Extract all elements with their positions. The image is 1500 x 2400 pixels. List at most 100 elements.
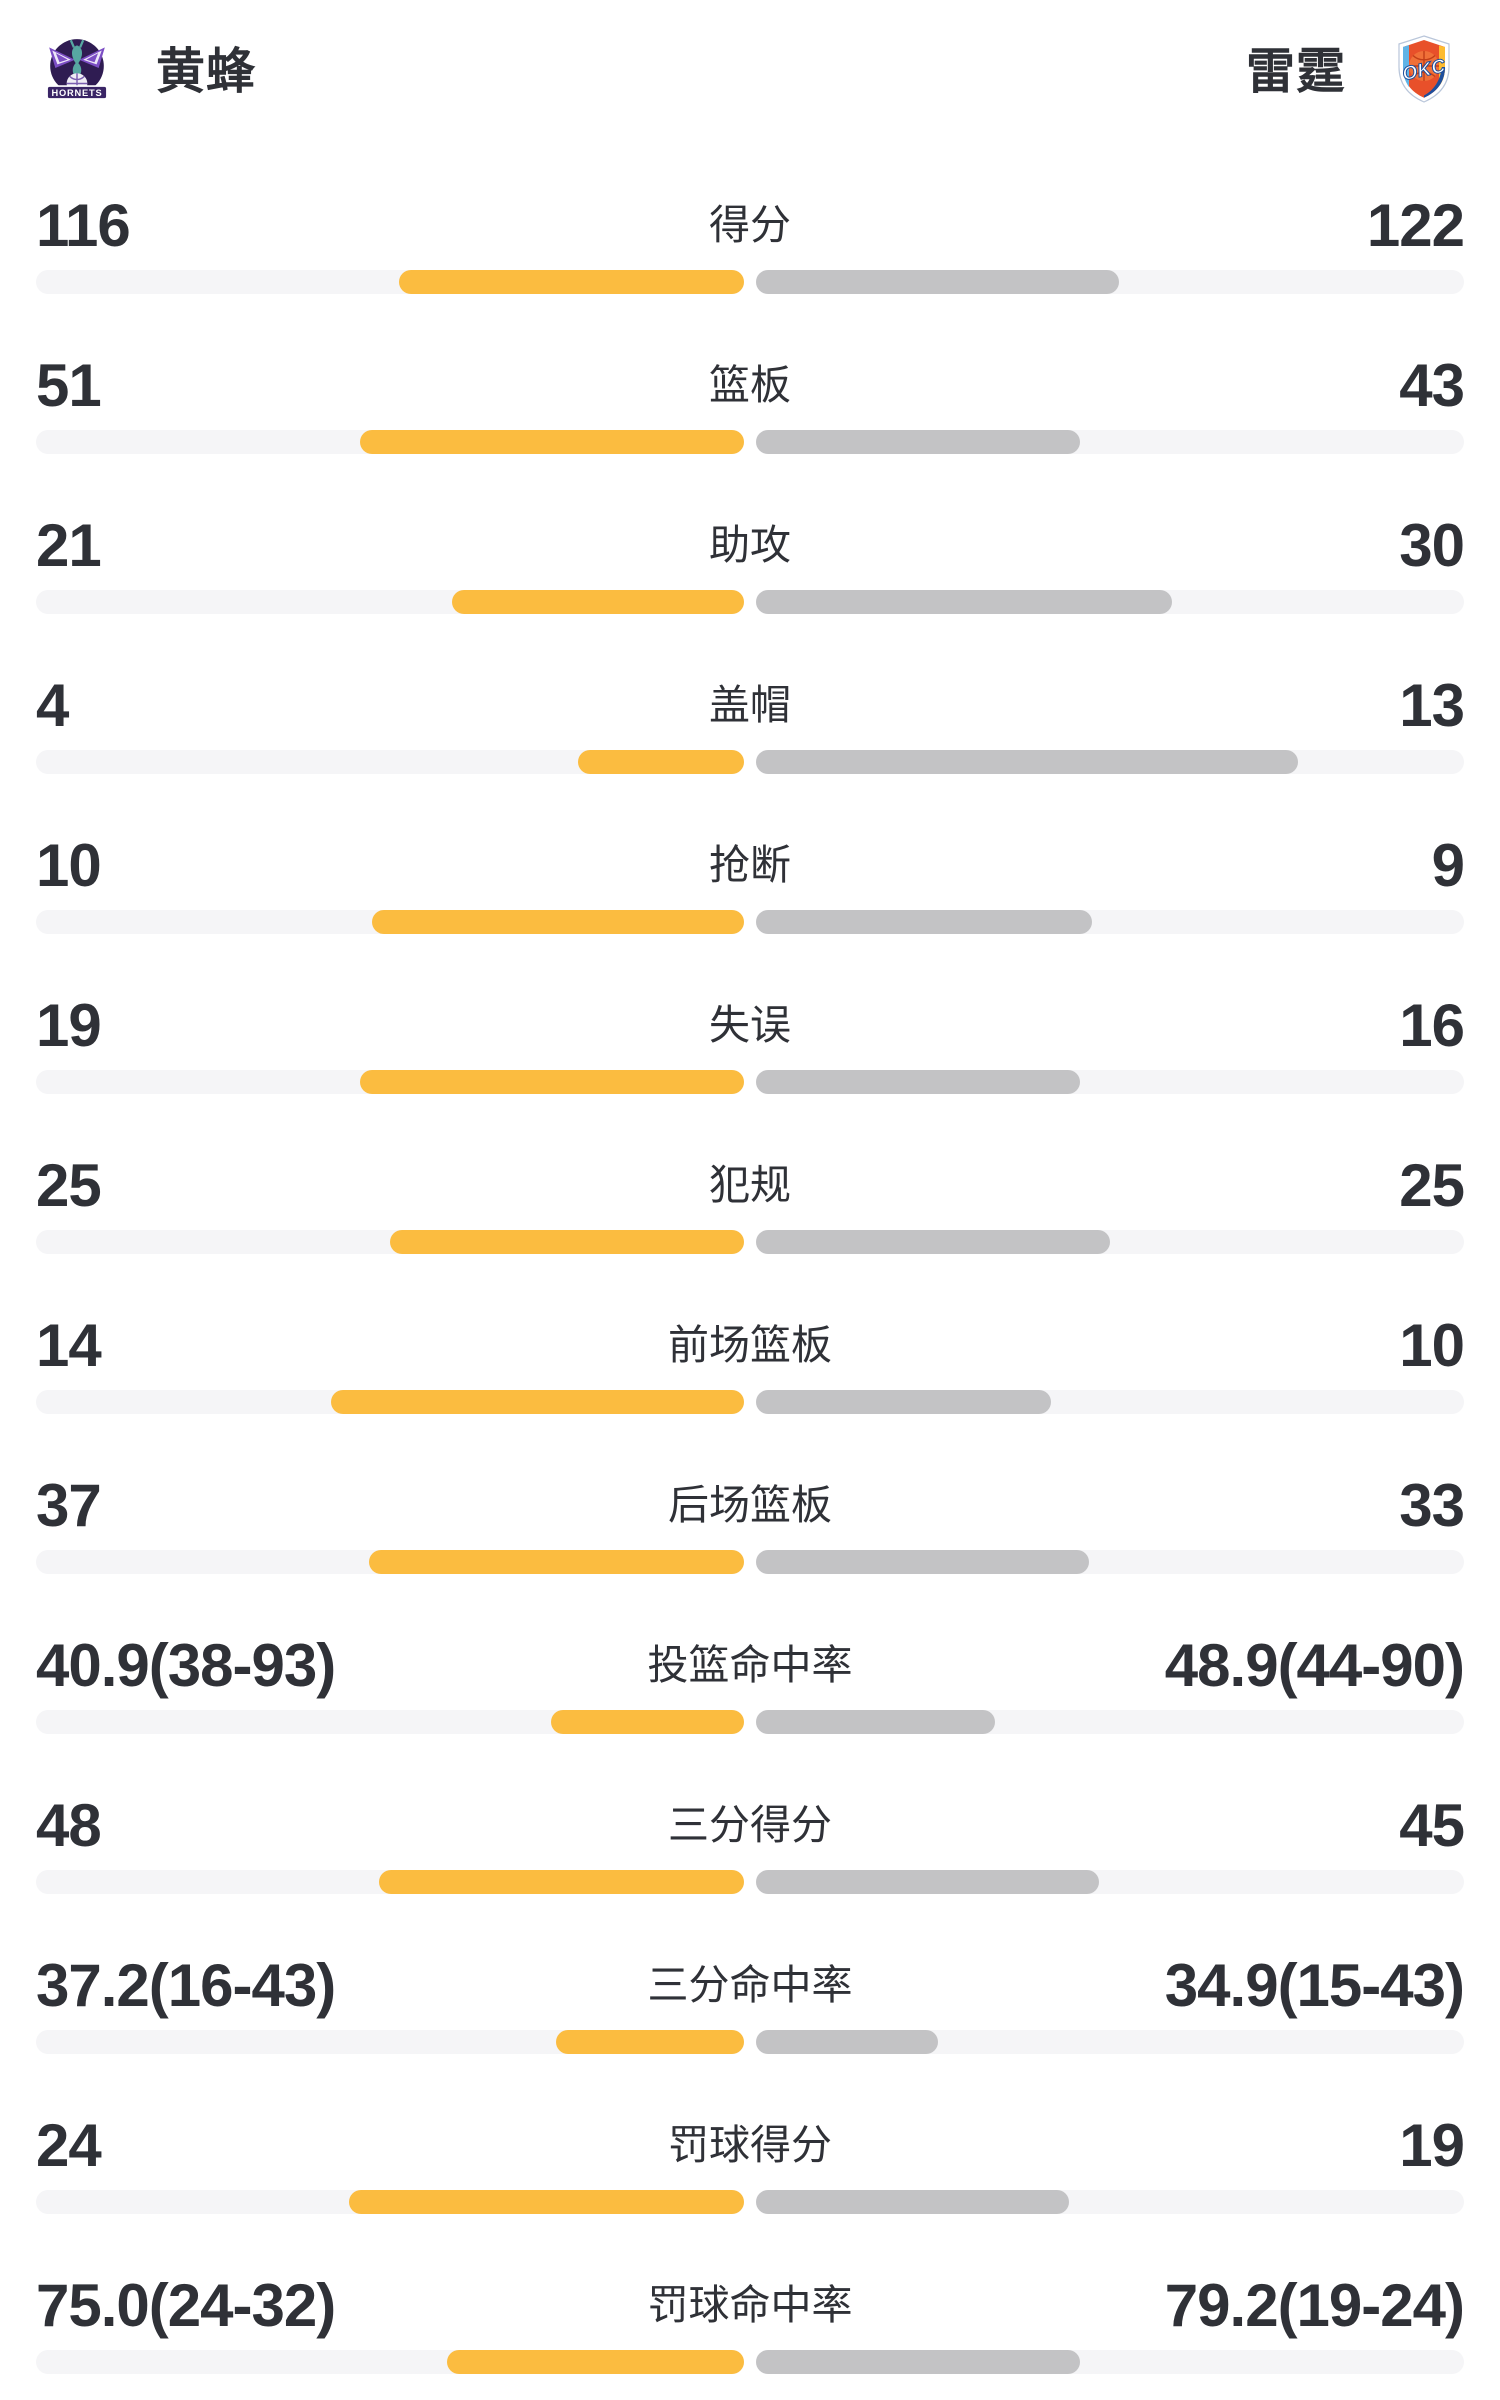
- stat-values-line: 25 犯规 25: [36, 1152, 1465, 1220]
- stat-values-line: 24 罚球得分 19: [36, 2112, 1465, 2180]
- stat-label: 罚球命中率: [647, 2282, 853, 2328]
- home-value: 37.2(16-43): [36, 1952, 336, 2019]
- stat-values-line: 10 抢断 9: [36, 832, 1465, 900]
- away-bar-fill: [756, 1550, 1090, 1574]
- home-bar-fill: [348, 2190, 744, 2214]
- stat-label: 后场篮板: [668, 1482, 832, 1528]
- stat-label: 盖帽: [709, 682, 791, 728]
- stat-bar: [36, 1710, 1464, 1734]
- home-value: 25: [36, 1152, 102, 1219]
- away-team: 雷霆 OKC: [1246, 30, 1456, 104]
- stat-label: 助攻: [709, 522, 791, 568]
- away-bar-fill: [756, 2190, 1069, 2214]
- away-bar-fill: [756, 1230, 1110, 1254]
- stat-row: 10 抢断 9: [36, 832, 1465, 934]
- away-value: 10: [1399, 1312, 1465, 1379]
- home-value: 51: [36, 352, 102, 419]
- away-bar-track: [756, 1390, 1464, 1414]
- stat-values-line: 75.0(24-32) 罚球命中率 79.2(19-24): [36, 2272, 1465, 2340]
- home-value: 4: [36, 672, 69, 739]
- away-bar-track: [756, 270, 1464, 294]
- away-value: 19: [1399, 2112, 1465, 2179]
- home-value: 75.0(24-32): [36, 2272, 336, 2339]
- stat-label: 犯规: [709, 1162, 791, 1208]
- home-value: 48: [36, 1792, 102, 1859]
- stat-bar: [36, 1390, 1464, 1414]
- stat-row: 19 失误 16: [36, 992, 1465, 1094]
- stat-values-line: 19 失误 16: [36, 992, 1465, 1060]
- stat-label: 三分得分: [668, 1802, 832, 1848]
- home-value: 24: [36, 2112, 102, 2179]
- away-bar-track: [756, 1550, 1464, 1574]
- stat-bar: [36, 270, 1464, 294]
- away-value: 9: [1431, 832, 1465, 899]
- away-bar-fill: [756, 270, 1120, 294]
- match-header: HORNETS 黄蜂 雷霆 OKC: [0, 0, 1500, 103]
- stat-row: 40.9(38-93) 投篮命中率 48.9(44-90): [36, 1632, 1465, 1734]
- home-bar-track: [36, 270, 744, 294]
- away-bar-fill: [756, 2350, 1081, 2374]
- stat-row: 75.0(24-32) 罚球命中率 79.2(19-24): [36, 2272, 1465, 2374]
- stat-row: 24 罚球得分 19: [36, 2112, 1465, 2214]
- home-bar-track: [36, 2190, 744, 2214]
- home-bar-fill: [371, 910, 744, 934]
- home-bar-fill: [577, 750, 744, 774]
- stat-label: 篮板: [709, 362, 791, 408]
- home-team: HORNETS 黄蜂: [44, 32, 256, 103]
- home-value: 14: [36, 1312, 102, 1379]
- away-value: 16: [1399, 992, 1465, 1059]
- away-bar-fill: [756, 1870, 1099, 1894]
- stat-values-line: 40.9(38-93) 投篮命中率 48.9(44-90): [36, 1632, 1465, 1700]
- home-bar-track: [36, 1710, 744, 1734]
- stat-values-line: 48 三分得分 45: [36, 1792, 1465, 1860]
- stat-row: 37 后场篮板 33: [36, 1472, 1465, 1574]
- away-bar-track: [756, 2030, 1464, 2054]
- away-value: 122: [1366, 192, 1465, 259]
- stat-label: 得分: [709, 202, 791, 248]
- away-value: 48.9(44-90): [1164, 1632, 1465, 1699]
- home-bar-fill: [331, 1390, 744, 1414]
- home-bar-fill: [551, 1710, 744, 1734]
- stat-row: 51 篮板 43: [36, 352, 1465, 454]
- stat-values-line: 14 前场篮板 10: [36, 1312, 1465, 1380]
- home-bar-fill: [556, 2030, 744, 2054]
- away-bar-track: [756, 2190, 1464, 2214]
- away-bar-track: [756, 1230, 1464, 1254]
- stat-row: 14 前场篮板 10: [36, 1312, 1465, 1414]
- away-bar-track: [756, 1070, 1464, 1094]
- home-value: 21: [36, 512, 102, 579]
- stat-values-line: 37 后场篮板 33: [36, 1472, 1465, 1540]
- home-value: 19: [36, 992, 102, 1059]
- home-bar-fill: [359, 430, 744, 454]
- away-bar-fill: [756, 910, 1092, 934]
- away-bar-track: [756, 1710, 1464, 1734]
- away-value: 25: [1399, 1152, 1465, 1219]
- home-bar-track: [36, 1870, 744, 1894]
- away-value: 45: [1399, 1792, 1465, 1859]
- away-team-name: 雷霆: [1245, 44, 1346, 99]
- away-value: 13: [1399, 672, 1465, 739]
- home-bar-track: [36, 430, 744, 454]
- away-value: 79.2(19-24): [1164, 2272, 1465, 2339]
- away-bar-fill: [756, 1710, 996, 1734]
- home-value: 40.9(38-93): [36, 1632, 336, 1699]
- okc-logo-icon: OKC: [1398, 35, 1450, 103]
- stat-label: 罚球得分: [668, 2122, 832, 2168]
- home-bar-track: [36, 1550, 744, 1574]
- stat-row: 37.2(16-43) 三分命中率 34.9(15-43): [36, 1952, 1465, 2054]
- stat-row: 25 犯规 25: [36, 1152, 1465, 1254]
- home-bar-track: [36, 590, 744, 614]
- home-bar-fill: [446, 2350, 744, 2374]
- stat-bar: [36, 750, 1464, 774]
- home-bar-track: [36, 1390, 744, 1414]
- stat-label: 失误: [709, 1002, 791, 1048]
- away-bar-track: [756, 430, 1464, 454]
- stat-bar: [36, 430, 1464, 454]
- stat-bar: [36, 1870, 1464, 1894]
- home-bar-track: [36, 750, 744, 774]
- stat-bar: [36, 2190, 1464, 2214]
- stat-bar: [36, 1550, 1464, 1574]
- stat-bar: [36, 2030, 1464, 2054]
- away-bar-fill: [756, 750, 1298, 774]
- home-bar-track: [36, 1230, 744, 1254]
